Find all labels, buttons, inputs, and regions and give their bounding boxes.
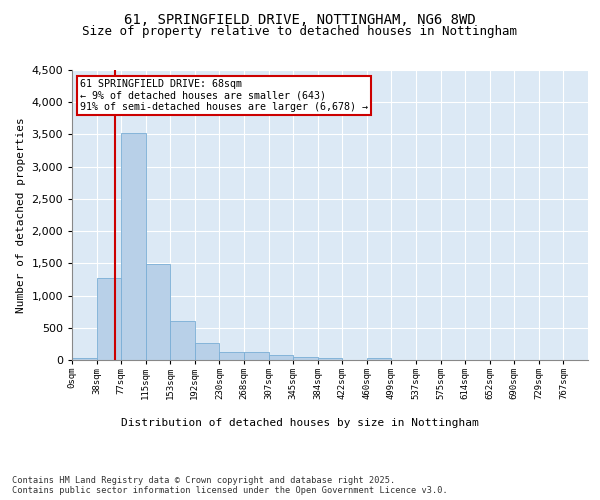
Bar [244,352,269,360]
Text: 61 SPRINGFIELD DRIVE: 68sqm
← 9% of detached houses are smaller (643)
91% of sem: 61 SPRINGFIELD DRIVE: 68sqm ← 9% of deta… [80,78,368,112]
Text: Contains HM Land Registry data © Crown copyright and database right 2025.
Contai: Contains HM Land Registry data © Crown c… [12,476,448,495]
Bar [170,322,195,360]
Text: Distribution of detached houses by size in Nottingham: Distribution of detached houses by size … [121,418,479,428]
Bar [97,278,121,360]
Bar [269,355,293,360]
Bar [195,343,220,360]
Bar [367,358,391,360]
Bar [121,132,146,360]
Y-axis label: Number of detached properties: Number of detached properties [16,117,26,313]
Bar [318,358,342,360]
Bar [293,358,318,360]
Bar [146,264,170,360]
Text: Size of property relative to detached houses in Nottingham: Size of property relative to detached ho… [83,25,517,38]
Bar [220,352,244,360]
Bar [72,358,97,360]
Text: 61, SPRINGFIELD DRIVE, NOTTINGHAM, NG6 8WD: 61, SPRINGFIELD DRIVE, NOTTINGHAM, NG6 8… [124,12,476,26]
